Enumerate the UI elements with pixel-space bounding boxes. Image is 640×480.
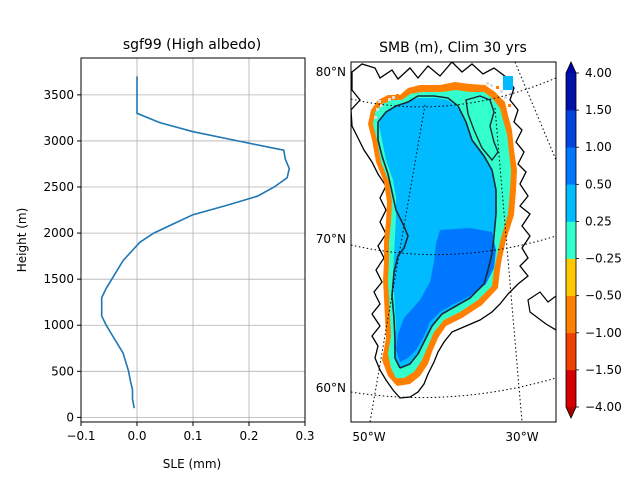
- smb-accumulation-zone: [379, 98, 496, 368]
- colorbar-tick-label: 4.00: [585, 66, 612, 80]
- y-tick-label: 2500: [43, 180, 74, 194]
- smb-colorbar: −4.00 −1.50 −1.00 −0.50 −0.25 0.25 0.50 1.00 1.5…: [565, 61, 622, 419]
- left-y-axis-label: Height (m): [15, 208, 29, 273]
- sle-profile-panel: sgf99 (High albedo) −0.1 0.0 0.1 0.2 0.3 0 500…: [15, 37, 315, 471]
- north-fringe-cells: [370, 76, 513, 123]
- y-tick-label: 500: [51, 364, 74, 378]
- fringe-cell: [486, 82, 489, 85]
- fringe-cell: [374, 116, 377, 119]
- fringe-cell: [500, 90, 503, 93]
- left-ticks: −0.1 0.0 0.1 0.2 0.3 0 500 1000 1500 2000 2500 3000…: [43, 88, 314, 443]
- colorbar-segment: [566, 221, 576, 259]
- fringe-cell: [504, 96, 507, 99]
- fringe-cell: [496, 86, 499, 89]
- colorbar-segment: [566, 295, 576, 334]
- fringe-cell: [372, 112, 375, 115]
- map-frame: [350, 61, 557, 423]
- graticule-30w: [494, 107, 523, 422]
- left-grid: [80, 58, 306, 422]
- fringe-cell: [384, 100, 387, 103]
- colorbar-tick-label: 0.25: [585, 214, 612, 228]
- zero-smb-contour: [377, 95, 497, 369]
- fringe-cell: [508, 104, 511, 107]
- left-axes-frame: [80, 57, 306, 423]
- graticule-10w: [514, 62, 556, 161]
- colorbar-segment: [566, 258, 576, 296]
- colorbar-extend-max: [566, 62, 576, 73]
- y-tick-label: 2000: [43, 226, 74, 240]
- lon-label-30w: 30°W: [505, 430, 538, 444]
- y-tick-label: 1500: [43, 272, 74, 286]
- zero-smb-contour-north: [465, 95, 499, 162]
- x-tick-label: 0.2: [239, 429, 258, 443]
- graticule-50w: [369, 104, 426, 422]
- colorbar-segment: [566, 332, 576, 371]
- colorbar-tick-label: −0.50: [585, 289, 622, 303]
- colorbar-segment: [566, 184, 576, 222]
- graticule-80n: [351, 77, 556, 108]
- fringe-cell: [396, 94, 399, 97]
- y-tick-label: 0: [66, 410, 74, 424]
- map-title: SMB (m), Clim 30 yrs: [379, 40, 527, 56]
- fringe-cell: [380, 104, 383, 107]
- x-tick-label: −0.1: [66, 429, 95, 443]
- fringe-cell: [378, 100, 381, 103]
- fringe-cell: [388, 98, 391, 101]
- graticule-60n: [351, 377, 556, 399]
- fringe-cell: [490, 84, 493, 87]
- y-tick-label: 1000: [43, 318, 74, 332]
- colorbar-extend-min: [566, 407, 576, 418]
- colorbar-segment: [566, 110, 576, 148]
- fringe-cell: [503, 76, 513, 90]
- coastline-islands: [527, 291, 556, 331]
- colorbar-tick-label: 1.50: [585, 103, 612, 117]
- zero-smb-contour-west: [377, 122, 409, 369]
- smb-map-panel: SMB (m), Clim 30 yrs: [316, 40, 557, 444]
- colorbar-segment: [566, 369, 576, 408]
- lat-label-80n: 80°N: [316, 65, 346, 79]
- colorbar-tick-label: −4.00: [585, 400, 622, 414]
- y-tick-label: 3000: [43, 134, 74, 148]
- colorbar-tick-label: −1.00: [585, 326, 622, 340]
- map-area: [351, 62, 556, 422]
- left-x-axis-label: SLE (mm): [163, 457, 221, 471]
- fringe-cell: [370, 120, 373, 123]
- smb-high-accumulation-zone: [396, 228, 496, 362]
- colorbar-segment: [566, 147, 576, 185]
- graticule-70n: [351, 235, 556, 256]
- x-tick-label: 0.3: [295, 429, 314, 443]
- colorbar-tick-label: −0.25: [585, 252, 622, 266]
- x-tick-label: 0.0: [127, 429, 146, 443]
- lat-label-60n: 60°N: [316, 381, 346, 395]
- fringe-cell: [392, 96, 395, 99]
- colorbar-tick-label: 1.00: [585, 140, 612, 154]
- y-tick-label: 3500: [43, 88, 74, 102]
- x-tick-label: 0.1: [183, 429, 202, 443]
- left-chart-title: sgf99 (High albedo): [123, 37, 261, 53]
- lat-label-70n: 70°N: [316, 232, 346, 246]
- colorbar-tick-label: −1.50: [585, 363, 622, 377]
- lon-label-50w: 50°W: [352, 430, 385, 444]
- sle-line-series: [100, 76, 291, 409]
- colorbar-segment: [566, 73, 576, 111]
- smb-north-band: [452, 95, 500, 125]
- colorbar-tick-label: 0.50: [585, 177, 612, 191]
- fringe-cell: [376, 108, 379, 111]
